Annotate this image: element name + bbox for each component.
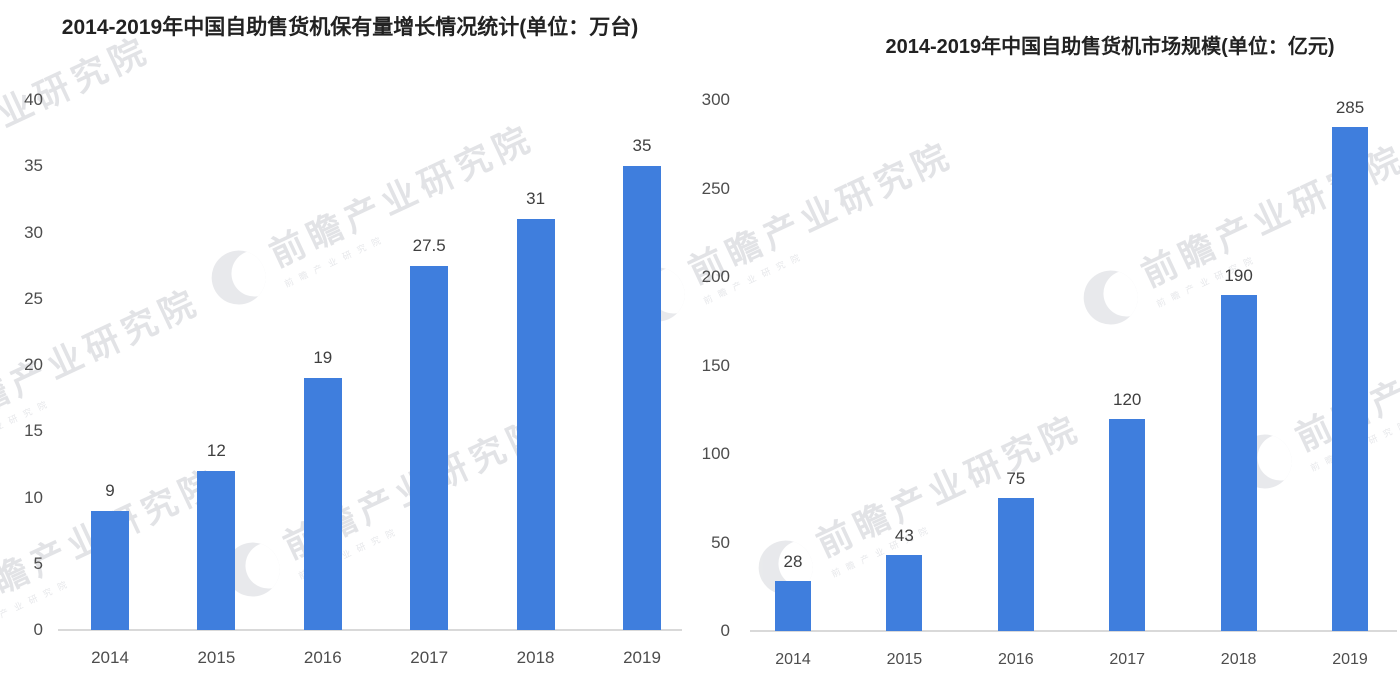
bar-2017 <box>410 265 449 630</box>
x-category-label: 2014 <box>775 651 811 668</box>
x-category-label: 2015 <box>197 648 236 667</box>
chart-vending-machine-market-size: 2014-2019年中国自助售货机市场规模(单位：亿元) 0 50 100 150 20… <box>700 0 1400 700</box>
x-category-label: 2019 <box>1332 651 1368 668</box>
y-axis-tick-label: 40 <box>24 90 43 109</box>
bar-value-label: 19 <box>313 348 333 368</box>
x-category-label: 2016 <box>998 651 1034 668</box>
bar-value-label: 43 <box>894 525 914 545</box>
y-axis-tick-label: 5 <box>33 553 43 573</box>
bar-value-label: 35 <box>632 136 652 156</box>
chart-title-ownership: 2014-2019年中国自助售货机保有量增长情况统计(单位：万台) <box>61 16 639 39</box>
x-category-label: 2019 <box>623 648 661 667</box>
bar-2014 <box>775 581 811 631</box>
y-axis-tick-label: 25 <box>24 288 43 308</box>
y-axis-tick-label: 15 <box>24 421 43 441</box>
plot-area-market-size: 0 50 100 150 200 250 300 28 2014 43 2015 75 2016 120 2… <box>700 0 1400 700</box>
bar-2018 <box>1220 294 1257 631</box>
x-category-label: 2017 <box>410 648 449 667</box>
x-category-label: 2016 <box>303 648 342 667</box>
bar-value-label: 12 <box>206 441 226 460</box>
chart-vending-machine-ownership: 2014-2019年中国自助售货机保有量增长情况统计(单位：万台) 0 5 10 15… <box>24 16 682 667</box>
y-axis-tick-label: 0 <box>720 621 730 640</box>
chart-title-market-size: 2014-2019年中国自助售货机市场规模(单位：亿元) <box>885 36 1335 58</box>
bar-2015 <box>197 471 236 630</box>
bar-2018 <box>516 219 555 630</box>
bar-value-label: 31 <box>526 189 546 209</box>
x-category-label: 2014 <box>91 648 129 667</box>
y-axis-tick-label: 35 <box>24 156 43 176</box>
y-axis-tick-label: 250 <box>701 178 730 198</box>
bar-value-label: 190 <box>1224 265 1253 285</box>
y-axis-tick-label: 300 <box>701 90 730 109</box>
y-axis-tick-label: 200 <box>701 267 730 286</box>
y-axis-tick-label: 150 <box>701 355 730 375</box>
x-category-label: 2017 <box>1109 651 1145 668</box>
bar-value-label: 27.5 <box>412 235 446 255</box>
y-axis-tick-label: 0 <box>33 620 43 639</box>
bar-2019 <box>623 166 661 630</box>
y-axis-tick-label: 20 <box>24 355 43 374</box>
bar-value-label: 28 <box>783 552 803 572</box>
bar-2017 <box>1109 418 1146 631</box>
y-axis-tick-label: 10 <box>24 487 43 507</box>
x-category-label: 2015 <box>886 651 923 668</box>
bar-2016 <box>997 498 1034 631</box>
plot-area-ownership: 0 5 10 15 20 25 30 35 40 9 2014 12 2015 19 2016 27.5 201… <box>24 90 682 667</box>
bar-2015 <box>886 554 923 631</box>
bar-value-label: 120 <box>1113 389 1142 409</box>
bar-2014 <box>91 510 129 630</box>
bar-2016 <box>303 378 342 630</box>
x-category-label: 2018 <box>1220 651 1257 668</box>
y-axis-tick-label: 30 <box>24 222 43 242</box>
bar-2019 <box>1332 126 1368 631</box>
bar-value-label: 285 <box>1335 97 1365 117</box>
x-axis-line <box>750 630 1397 632</box>
x-axis-line <box>58 629 682 631</box>
bar-value-label: 75 <box>1006 469 1026 489</box>
x-category-label: 2018 <box>516 648 555 667</box>
y-axis-tick-label: 100 <box>701 444 730 463</box>
y-axis-tick-label: 50 <box>711 532 730 552</box>
bar-value-label: 9 <box>105 480 115 500</box>
